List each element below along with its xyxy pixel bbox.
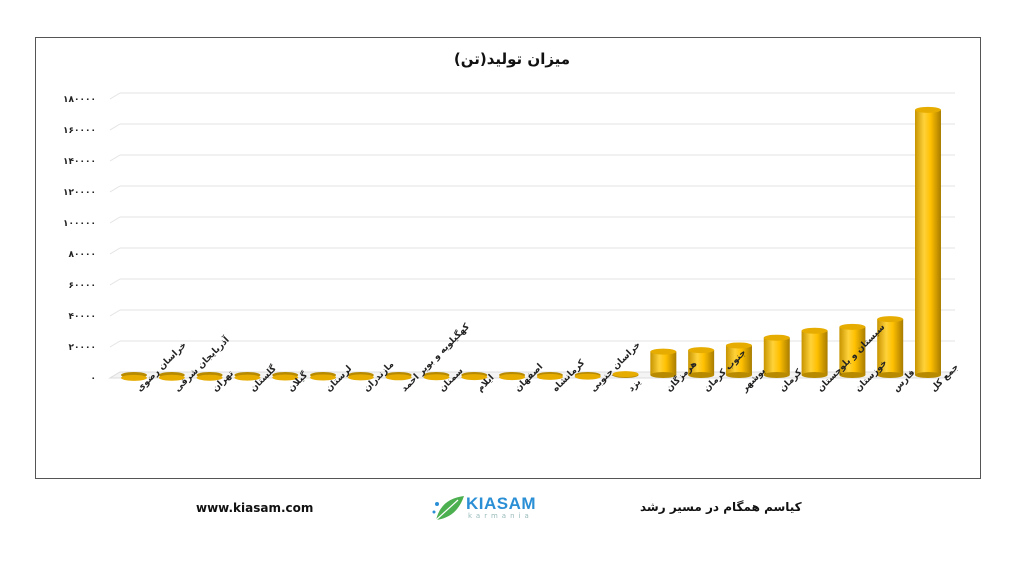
bar-top [574, 373, 601, 380]
bar-top [158, 374, 185, 381]
bar [839, 323, 866, 378]
bar-top [763, 334, 790, 341]
bar-base [801, 372, 828, 378]
x-tick-label: سمنان [438, 366, 466, 394]
bar-top [915, 106, 941, 113]
logo-subtext: karmania [468, 512, 533, 520]
bar-top [839, 323, 866, 330]
gridline-depth [109, 123, 121, 131]
gridline-depth [109, 309, 121, 317]
bar-top [310, 374, 337, 381]
y-tick-label: ۱۰۰۰۰۰ [63, 219, 96, 229]
bar-top [725, 342, 752, 349]
bar [801, 327, 828, 378]
y-tick-label: ۱۴۰۰۰۰ [63, 157, 96, 167]
leaf-icon [432, 496, 464, 521]
bar-top [536, 373, 563, 380]
bar-top [612, 371, 639, 378]
chart-frame [35, 37, 981, 479]
gridline-depth [109, 247, 121, 255]
gridline-depth [109, 154, 121, 162]
logo-text: KIASAM [466, 494, 537, 513]
bar-body [915, 109, 941, 375]
bar-base [725, 372, 752, 378]
bar [650, 348, 677, 378]
gridline-depth [109, 278, 121, 286]
gridline-depth [109, 216, 121, 224]
bar [725, 342, 752, 378]
bar-top [272, 374, 299, 381]
bar-body [763, 337, 790, 375]
bar [612, 371, 639, 378]
gridline-depth [109, 340, 121, 348]
bar-top [877, 316, 904, 323]
bar [121, 372, 147, 381]
bar [536, 372, 563, 380]
x-tick-label: یزد [627, 377, 644, 394]
bar-body [650, 351, 677, 375]
bar-base [877, 372, 904, 378]
bar-top [385, 374, 412, 381]
bar-base [650, 372, 677, 378]
chart-title: میزان تولید(تن) [453, 50, 571, 68]
bar [272, 372, 299, 381]
y-tick-label: ۴۰۰۰۰ [69, 312, 96, 322]
bar-body [725, 345, 752, 375]
bar [347, 372, 374, 381]
bar-top [196, 374, 223, 381]
bar [423, 372, 450, 381]
gridline-depth [109, 185, 121, 193]
bar [196, 372, 223, 381]
bar [310, 372, 337, 381]
y-tick-label: ۲۰۰۰۰ [69, 343, 96, 353]
bar-top [801, 327, 828, 334]
y-tick-label: ۶۰۰۰۰ [69, 281, 96, 291]
y-tick-label: ۱۸۰۰۰۰ [63, 95, 96, 105]
bar-top [461, 374, 488, 381]
bar-top [121, 374, 147, 381]
y-tick-label: ۱۲۰۰۰۰ [63, 188, 96, 198]
bar-base [688, 372, 715, 378]
bar-top [347, 374, 374, 381]
bar [877, 316, 904, 378]
x-tick-label: کهگیلویه و بویر احمد [398, 320, 472, 394]
bar-body [839, 326, 866, 375]
bar-top [234, 374, 261, 381]
bar [234, 372, 261, 381]
bar-top [688, 347, 715, 354]
kiasam-logo: KIASAM karmania [432, 494, 552, 522]
y-tick-label: ۸۰۰۰۰ [69, 250, 96, 260]
bar [915, 106, 941, 378]
y-tick-label: ۱۶۰۰۰۰ [63, 126, 96, 136]
bar [763, 334, 790, 378]
gridline-depth [109, 92, 121, 100]
y-tick-label: ۰ [91, 374, 97, 384]
slogan: کیاسم همگام در مسیر رشد [640, 500, 802, 514]
bar [385, 372, 412, 381]
bar [461, 372, 488, 381]
bar-body [877, 319, 904, 375]
bar [158, 372, 185, 381]
bar-top [499, 374, 526, 381]
bar-base [763, 372, 790, 378]
bar [499, 372, 526, 381]
bar-base [839, 372, 866, 378]
website-url[interactable]: www.kiasam.com [196, 501, 314, 515]
bar-base [915, 372, 941, 378]
bar [574, 372, 601, 380]
bar-body [801, 330, 828, 375]
bar-body [688, 350, 715, 375]
bar [688, 347, 715, 378]
bar-top [423, 374, 450, 381]
bar-top [650, 348, 677, 355]
